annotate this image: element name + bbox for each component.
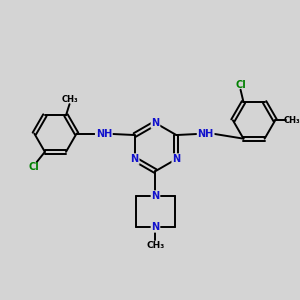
Text: CH₃: CH₃ [146, 241, 165, 250]
Text: CH₃: CH₃ [284, 116, 300, 125]
Text: Cl: Cl [29, 162, 40, 172]
Text: NH: NH [96, 129, 112, 139]
Text: N: N [152, 222, 160, 232]
Text: N: N [130, 154, 139, 164]
Text: N: N [172, 154, 180, 164]
Text: N: N [152, 191, 160, 201]
Text: Cl: Cl [235, 80, 246, 90]
Text: NH: NH [197, 129, 214, 139]
Text: CH₃: CH₃ [61, 95, 78, 104]
Text: N: N [152, 118, 160, 128]
